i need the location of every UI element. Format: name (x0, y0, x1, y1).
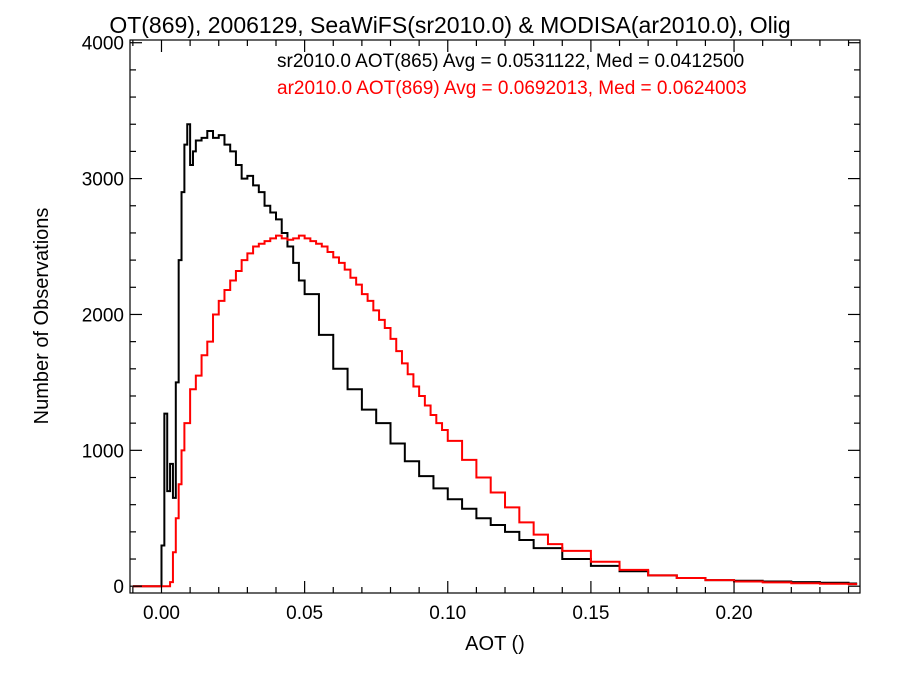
plot-border (129, 39, 861, 594)
axis-layer: 0.00 0.05 0.10 0.15 0.20 0 1000 2000 3000 4000 (82, 34, 860, 624)
x-tick-label: 0.00 (143, 603, 180, 624)
series-layer (132, 123, 858, 588)
x-tick-label: 0.10 (429, 603, 466, 624)
x-tick-label: 0.05 (286, 603, 323, 624)
series-line-1 (132, 234, 858, 588)
y-tick-label: 0 (113, 577, 124, 598)
y-tick-label: 2000 (82, 305, 124, 326)
plot-area (129, 39, 861, 594)
x-tick-label: 0.20 (716, 603, 753, 624)
y-tick-label: 4000 (82, 34, 124, 55)
annotation-black-stats: sr2010.0 AOT(865) Avg = 0.0531122, Med =… (277, 51, 744, 72)
chart-title: OT(869), 2006129, SeaWiFS(sr2010.0) & MO… (109, 12, 790, 38)
y-tick-label: 3000 (82, 170, 124, 191)
series-line-0 (132, 123, 858, 588)
y-tick-label: 1000 (82, 441, 124, 462)
annotation-red-stats: ar2010.0 AOT(869) Avg = 0.0692013, Med =… (277, 78, 747, 99)
y-axis-label: Number of Observations (31, 208, 53, 425)
x-tick-label: 0.15 (572, 603, 609, 624)
x-axis-label: AOT () (465, 633, 525, 655)
